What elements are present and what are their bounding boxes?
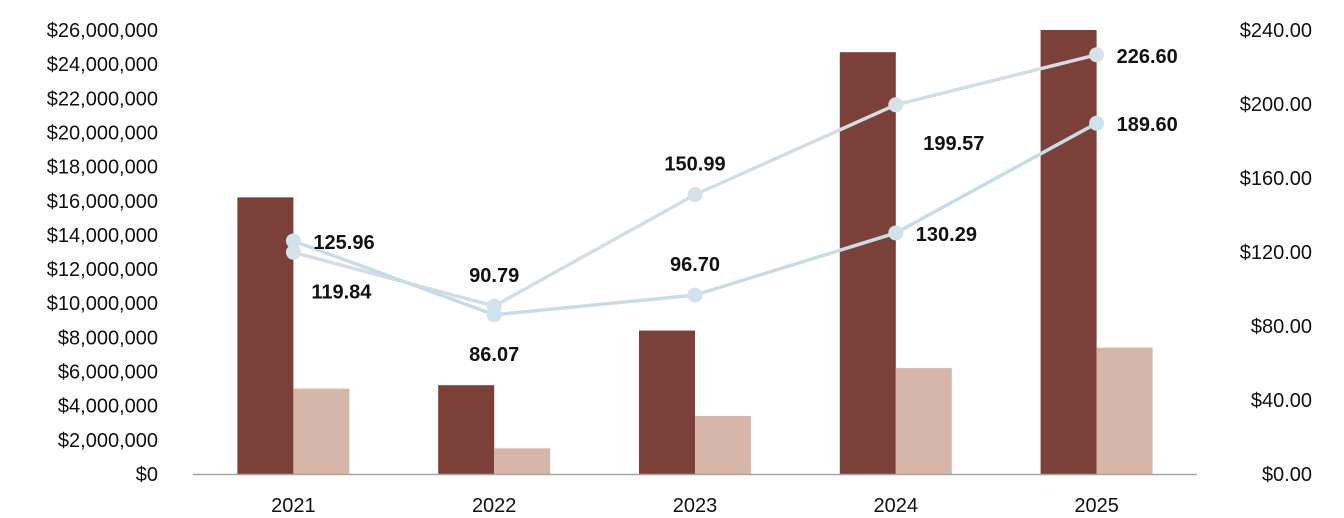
bar-a-2023: [639, 330, 695, 474]
right-axis-tick-label: $200.00: [1240, 94, 1312, 116]
left-axis-tick-label: $8,000,000: [58, 327, 158, 349]
left-axis-tick-label: $10,000,000: [47, 293, 158, 315]
bar-b-2021: [293, 388, 350, 474]
bar-a-2025: [1040, 30, 1097, 474]
x-axis-tick-label: 2021: [271, 495, 316, 517]
bar-b-2023: [695, 415, 751, 474]
left-axis-tick-label: $20,000,000: [47, 122, 158, 144]
bar-b-2025: [1096, 347, 1153, 474]
left-axis-tick-label: $22,000,000: [47, 88, 158, 110]
x-axis-tick-label: 2023: [673, 495, 718, 517]
left-axis-tick-label: $14,000,000: [47, 225, 158, 247]
left-axis-tick-label: $26,000,000: [47, 20, 158, 42]
line-1-data-label: 119.84: [311, 281, 372, 303]
line-2-marker-2021: [285, 233, 301, 249]
left-axis-tick-label: $6,000,000: [58, 362, 158, 384]
right-axis-tick-label: $40.00: [1251, 390, 1312, 412]
bar-b-2024: [895, 368, 952, 474]
right-axis-tick-label: $0.00: [1262, 464, 1312, 486]
bar-b-2022: [494, 448, 551, 474]
line-2-data-label: 189.60: [1117, 114, 1178, 136]
right-axis-tick-label: $240.00: [1240, 20, 1312, 42]
line-2-marker-2023: [687, 287, 703, 303]
left-axis-tick-label: $2,000,000: [58, 430, 158, 452]
left-axis-tick-label: $24,000,000: [47, 54, 158, 76]
lines-layer: [285, 47, 1105, 323]
line-1-data-label: 150.99: [664, 154, 725, 176]
line-2-data-label: 130.29: [916, 224, 977, 246]
left-axis-tick-label: $0: [136, 464, 158, 486]
x-axis-tick-label: 2025: [1074, 495, 1119, 517]
line-2-data-label: 86.07: [469, 344, 519, 366]
line-2-data-label: 96.70: [670, 254, 720, 276]
line-2-marker-2022: [486, 307, 502, 323]
right-axis-tick-label: $160.00: [1240, 168, 1312, 190]
bars-layer: [237, 30, 1153, 474]
left-axis-tick-label: $12,000,000: [47, 259, 158, 281]
right-axis-tick-label: $80.00: [1251, 316, 1312, 338]
bar-a-2022: [438, 385, 495, 474]
right-axis-tick-label: $120.00: [1240, 242, 1312, 264]
axes-layer: $0 $2,000,000 $4,000,000 $6,000,000 $8,000,0…: [47, 20, 1312, 517]
line-1-data-label: 90.79: [469, 265, 519, 287]
line-1-marker-2021: [285, 244, 301, 260]
left-axis-tick-label: $4,000,000: [58, 396, 158, 418]
bar-a-2024: [839, 52, 896, 474]
left-axis-tick-label: $16,000,000: [47, 191, 158, 213]
x-axis-tick-label: 2022: [472, 495, 517, 517]
x-axis-tick-label: 2024: [874, 495, 919, 517]
line-1-marker-2025: [1089, 47, 1105, 63]
left-axis-tick-label: $18,000,000: [47, 157, 158, 179]
line-1-data-label: 226.60: [1117, 46, 1178, 68]
line-1-marker-2024: [888, 97, 904, 113]
line-2-data-label: 125.96: [313, 232, 374, 254]
line-2-marker-2025: [1089, 115, 1105, 131]
line-1-marker-2023: [687, 187, 703, 203]
line-2-marker-2024: [888, 225, 904, 241]
bar-a-2021: [237, 197, 294, 474]
labels-layer: 119.84 90.79 150.99 199.57 226.60 125.96 86.07…: [311, 46, 1177, 366]
line-1-data-label: 199.57: [923, 133, 984, 155]
